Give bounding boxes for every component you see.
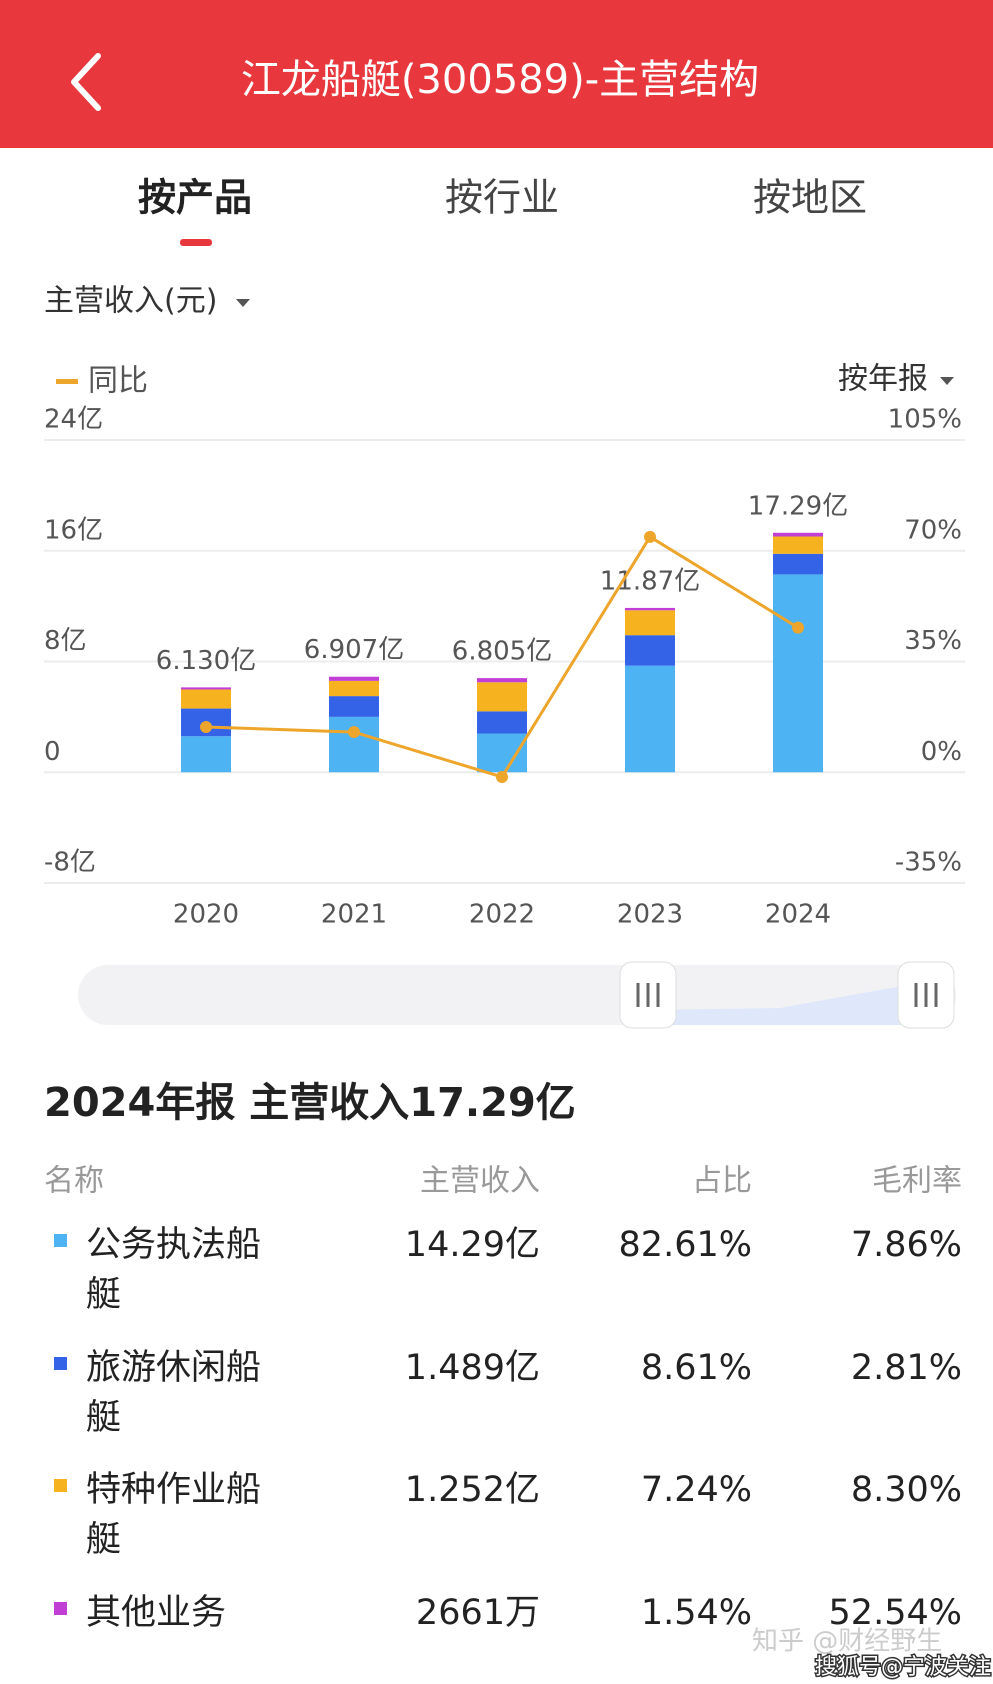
header-title: 江龙船艇(300589)-主营结构: [241, 57, 759, 103]
row-cell: 8.30%: [850, 1470, 962, 1510]
total-label: 6.130亿: [156, 646, 256, 676]
row-cell: 1.489亿: [404, 1347, 540, 1388]
tab-indicator: [180, 239, 212, 246]
color-dot: [54, 1479, 67, 1492]
column-header: 毛利率: [872, 1164, 962, 1199]
row-name: 特种作业船艇: [86, 1470, 262, 1560]
back-button[interactable]: [71, 53, 101, 111]
bar-segment: [625, 635, 675, 666]
bar-segment: [329, 696, 379, 717]
row-cell: 1.54%: [640, 1592, 752, 1633]
x-tick-label: 2024: [765, 900, 831, 930]
column-header: 主营收入: [420, 1164, 540, 1199]
bar-segment: [181, 687, 231, 690]
bar-segment: [625, 610, 675, 636]
y-tick-label: -8亿: [44, 848, 96, 878]
bar-segment: [329, 676, 379, 681]
row-cell: 82.61%: [618, 1225, 752, 1265]
row-cell: 8.61%: [640, 1347, 752, 1388]
bar-segment: [477, 711, 527, 734]
y2-tick-label: 105%: [888, 405, 962, 435]
legend-label: 同比: [88, 364, 148, 399]
slider-preview: [648, 980, 935, 1025]
y-tick-label: 8亿: [44, 626, 87, 656]
column-header: 名称: [44, 1164, 104, 1199]
row-cell: 14.29亿: [404, 1225, 540, 1265]
column-header: 占比: [692, 1164, 752, 1199]
bar-segment: [773, 574, 823, 773]
total-label: 17.29亿: [748, 491, 848, 521]
bar-segment: [773, 532, 823, 537]
row-cell: 7.24%: [640, 1470, 752, 1510]
y2-tick-label: 0%: [921, 737, 962, 767]
bar-segment: [181, 689, 231, 709]
total-label: 6.805亿: [452, 637, 552, 667]
tab[interactable]: 按地区: [753, 176, 867, 220]
y2-tick-label: 70%: [904, 515, 962, 545]
bar-segment: [329, 680, 379, 697]
bar-segment: [477, 678, 527, 683]
row-cell: 1.252亿: [404, 1470, 540, 1510]
y2-tick-label: 35%: [904, 626, 962, 656]
dropdown-icon: [236, 299, 250, 307]
color-dot: [54, 1356, 67, 1370]
row-name: 其他业务: [86, 1592, 227, 1633]
line-point: [644, 530, 656, 543]
bar-segment: [329, 716, 379, 773]
tab[interactable]: 按行业: [445, 176, 559, 220]
bar-segment: [773, 536, 823, 554]
chart: -8亿 0 8亿 16亿 24亿 -35% 0% 35% 70% 105% 2020 2021 2022…: [44, 405, 965, 930]
x-tick-label: 2020: [173, 900, 239, 930]
tab[interactable]: 按产品: [138, 176, 252, 220]
row-cell: 52.54%: [828, 1592, 962, 1633]
metric-selector[interactable]: 主营收入(元): [44, 284, 217, 319]
x-tick-label: 2022: [469, 900, 535, 930]
bar-segment: [477, 733, 527, 773]
y-tick-label: 0: [44, 737, 61, 767]
row-name: 公务执法船艇: [86, 1225, 262, 1315]
y-tick-label: 24亿: [44, 405, 103, 435]
line-point: [496, 770, 508, 783]
bar-segment: [625, 665, 675, 773]
line-point: [348, 726, 360, 739]
x-tick-label: 2021: [321, 900, 387, 930]
period-selector[interactable]: 按年报: [838, 362, 928, 397]
summary-title: 2024年报 主营收入17.29亿: [44, 1080, 576, 1126]
y-tick-label: 16亿: [44, 515, 103, 545]
row-cell: 2.81%: [850, 1347, 962, 1388]
dropdown-icon: [940, 377, 954, 385]
y2-tick-label: -35%: [895, 848, 962, 878]
row-cell: 7.86%: [850, 1225, 962, 1265]
handle-grip: [914, 983, 938, 1007]
row-cell: 2661万: [415, 1592, 540, 1633]
color-dot: [54, 1234, 67, 1247]
handle-grip: [636, 983, 660, 1007]
bar-segment: [181, 736, 231, 773]
bar-segment: [773, 553, 823, 575]
watermark: 知乎 @财经野生: [752, 1627, 942, 1657]
line-point: [792, 621, 804, 634]
legend-swatch: [56, 379, 78, 384]
color-dot: [54, 1601, 67, 1615]
bar-segment: [477, 682, 527, 712]
row-name: 旅游休闲船艇: [86, 1347, 262, 1438]
watermark: 搜狐号@宁波关注: [815, 1655, 991, 1680]
total-label: 6.907亿: [304, 635, 404, 665]
line-point: [200, 721, 212, 734]
bar-segment: [625, 607, 675, 611]
x-tick-label: 2023: [617, 900, 683, 930]
header-bar: [0, 0, 993, 148]
